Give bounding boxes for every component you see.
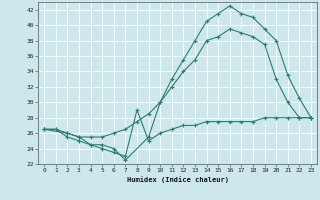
X-axis label: Humidex (Indice chaleur): Humidex (Indice chaleur) — [127, 176, 228, 183]
